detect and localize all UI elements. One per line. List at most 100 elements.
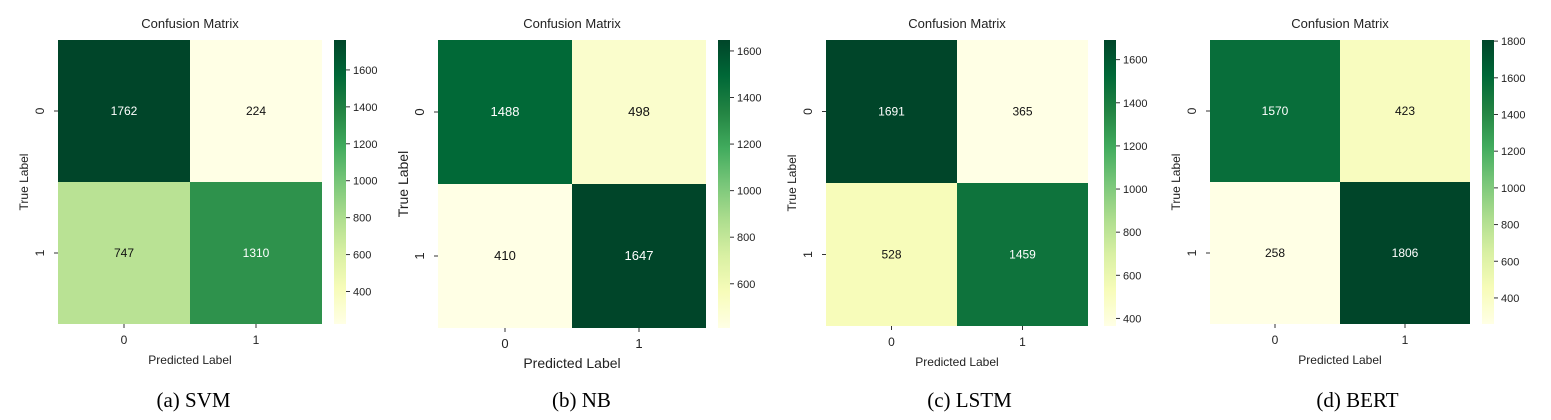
cell-value-label: 528 xyxy=(881,248,901,262)
chart-title: Confusion Matrix xyxy=(523,16,621,31)
cell-value-label: 224 xyxy=(246,104,266,118)
heatmap-svg: Confusion Matrix 1691 365 528 1459 0 1 Predicte… xyxy=(785,16,1147,369)
cell-value-label: 365 xyxy=(1012,105,1032,119)
heatmap-cell xyxy=(1210,182,1340,324)
x-tick-label: 1 xyxy=(1019,335,1026,349)
chart-title: Confusion Matrix xyxy=(908,16,1006,31)
heatmap-cell xyxy=(190,40,322,182)
y-tick-label: 1 xyxy=(801,251,815,258)
y-tick-label: 0 xyxy=(33,107,47,114)
colorbar-tick-label: 1400 xyxy=(737,93,761,105)
chart-title: Confusion Matrix xyxy=(1291,16,1389,31)
confusion-matrix-panel-3: Confusion Matrix 1691 365 528 1459 0 1 Predicte… xyxy=(776,0,1163,420)
heatmap-svg: Confusion Matrix 1488 498 410 1647 0 1 Predicte… xyxy=(395,16,761,371)
y-axis-label: True Label xyxy=(17,154,31,211)
y-axis-label: True Label xyxy=(1169,154,1183,211)
cell-value-label: 498 xyxy=(628,104,650,119)
x-tick-label: 0 xyxy=(1272,333,1279,347)
cell-value-label: 423 xyxy=(1395,104,1415,118)
subfigure-caption: (d) BERT xyxy=(1316,388,1399,412)
cell-value-label: 410 xyxy=(494,248,516,263)
subfigure-caption: (a) SVM xyxy=(156,388,231,412)
heatmap-svg: Confusion Matrix 1762 224 747 1310 0 1 Predicte… xyxy=(17,16,377,367)
colorbar-tick-label: 1600 xyxy=(353,65,377,77)
colorbar-tick-label: 400 xyxy=(1123,313,1141,325)
x-tick-label: 1 xyxy=(635,336,642,351)
colorbar-tick-label: 1800 xyxy=(1501,36,1525,48)
cell-value-label: 1691 xyxy=(878,105,905,119)
x-axis-label: Predicted Label xyxy=(523,355,620,371)
colorbar-tick-label: 1400 xyxy=(353,102,377,114)
heatmap-cell xyxy=(826,183,957,326)
x-axis-label: Predicted Label xyxy=(1298,353,1381,367)
colorbar xyxy=(1482,40,1494,324)
cell-value-label: 747 xyxy=(114,246,134,260)
colorbar-tick-label: 1400 xyxy=(1123,98,1147,110)
colorbar-tick-label: 1200 xyxy=(1123,141,1147,153)
colorbar-tick-label: 600 xyxy=(737,279,755,291)
cell-value-label: 1459 xyxy=(1009,248,1036,262)
y-tick-label: 0 xyxy=(801,108,815,115)
heatmap-cell xyxy=(957,40,1088,183)
y-tick-label: 1 xyxy=(412,252,427,259)
heatmap-cell xyxy=(572,184,706,328)
heatmap-cell xyxy=(1340,40,1470,182)
cell-value-label: 1310 xyxy=(243,246,270,260)
x-tick-label: 1 xyxy=(253,333,260,347)
colorbar-tick-label: 1600 xyxy=(737,46,761,58)
cell-value-label: 1762 xyxy=(111,104,138,118)
colorbar-tick-label: 800 xyxy=(353,213,371,225)
colorbar-tick-label: 400 xyxy=(1501,293,1519,305)
colorbar-tick-label: 1600 xyxy=(1501,73,1525,85)
colorbar-tick-label: 800 xyxy=(737,232,755,244)
x-axis-label: Predicted Label xyxy=(148,353,231,367)
heatmap-cell xyxy=(190,182,322,324)
colorbar-tick-label: 1200 xyxy=(353,139,377,151)
colorbar-tick-label: 600 xyxy=(1123,270,1141,282)
colorbar-tick-label: 1000 xyxy=(1123,184,1147,196)
colorbar xyxy=(1104,40,1116,326)
x-tick-label: 0 xyxy=(121,333,128,347)
y-tick-label: 0 xyxy=(1185,107,1199,114)
y-axis-label: True Label xyxy=(395,151,411,217)
colorbar-tick-label: 600 xyxy=(1501,256,1519,268)
heatmap-cell xyxy=(58,182,190,324)
heatmap-cell xyxy=(438,40,572,184)
confusion-matrix-panel-4: Confusion Matrix 1570 423 258 1806 0 1 Predicte… xyxy=(1164,0,1551,420)
heatmap-cell xyxy=(58,40,190,182)
y-axis-label: True Label xyxy=(785,155,799,212)
cell-value-label: 1647 xyxy=(625,248,654,263)
chart-title: Confusion Matrix xyxy=(141,16,239,31)
heatmap-cell xyxy=(826,40,957,183)
cell-value-label: 1806 xyxy=(1392,246,1419,260)
colorbar-tick-label: 1400 xyxy=(1501,109,1525,121)
colorbar xyxy=(718,40,730,328)
heatmap-cell xyxy=(438,184,572,328)
y-tick-label: 1 xyxy=(33,249,47,256)
heatmap-cell xyxy=(957,183,1088,326)
y-tick-label: 1 xyxy=(1185,249,1199,256)
colorbar-tick-label: 1200 xyxy=(1501,146,1525,158)
y-tick-label: 0 xyxy=(412,108,427,115)
colorbar-tick-label: 1000 xyxy=(1501,183,1525,195)
confusion-matrix-panel-2: Confusion Matrix 1488 498 410 1647 0 1 Predicte… xyxy=(388,0,775,420)
colorbar-tick-label: 1000 xyxy=(737,186,761,198)
heatmap-svg: Confusion Matrix 1570 423 258 1806 0 1 Predicte… xyxy=(1169,16,1525,367)
x-axis-label: Predicted Label xyxy=(915,355,998,369)
x-tick-label: 0 xyxy=(888,335,895,349)
colorbar-tick-label: 400 xyxy=(353,287,371,299)
colorbar-tick-label: 1600 xyxy=(1123,55,1147,67)
cell-value-label: 1488 xyxy=(491,104,520,119)
cell-value-label: 258 xyxy=(1265,246,1285,260)
x-tick-label: 1 xyxy=(1402,333,1409,347)
colorbar xyxy=(334,40,346,324)
colorbar-tick-label: 800 xyxy=(1123,227,1141,239)
colorbar-tick-label: 600 xyxy=(353,250,371,262)
x-tick-label: 0 xyxy=(501,336,508,351)
cell-value-label: 1570 xyxy=(1262,104,1289,118)
subfigure-caption: (c) LSTM xyxy=(927,388,1012,412)
colorbar-tick-label: 1200 xyxy=(737,139,761,151)
heatmap-cell xyxy=(1340,182,1470,324)
subfigure-caption: (b) NB xyxy=(552,388,611,412)
heatmap-cell xyxy=(1210,40,1340,182)
